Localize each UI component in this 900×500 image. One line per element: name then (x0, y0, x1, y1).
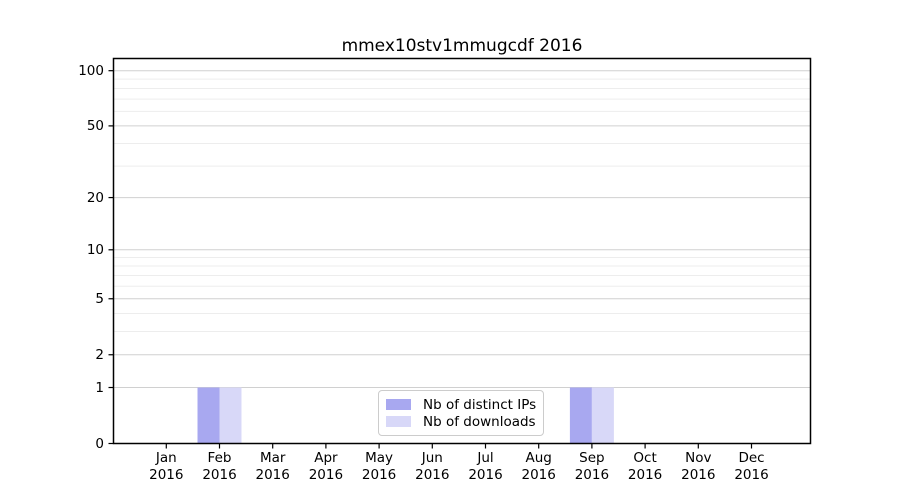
x-tick-label: May 2016 (361, 450, 397, 483)
y-tick-label: 10 (86, 241, 104, 258)
x-tick-label: Nov 2016 (681, 450, 716, 483)
legend: Nb of distinct IPs Nb of downloads (378, 390, 544, 436)
legend-label-distinct-ips: Nb of distinct IPs (423, 396, 537, 413)
y-tick-label: 1 (95, 379, 104, 396)
y-tick-label: 100 (78, 62, 104, 79)
x-tick-label: Jan 2016 (149, 450, 184, 483)
x-tick-label: Aug 2016 (521, 450, 556, 483)
y-tick-label: 2 (95, 346, 104, 363)
x-tick-label: Oct 2016 (627, 450, 663, 483)
bar-downloads-feb (219, 387, 242, 444)
axes-spines (112, 57, 812, 445)
x-tick-label: Feb 2016 (202, 450, 237, 483)
bar-distinct-ips-feb (197, 387, 220, 444)
legend-item-distinct-ips: Nb of distinct IPs (386, 396, 536, 413)
legend-swatch-distinct-ips (386, 399, 411, 410)
x-tick-label: Dec 2016 (734, 450, 769, 483)
chart-title: mmex10stv1mmugcdf 2016 (341, 36, 583, 56)
legend-item-downloads: Nb of downloads (386, 413, 536, 430)
y-tick-label: 0 (95, 435, 104, 452)
x-tick-label: Jun 2016 (415, 450, 450, 483)
legend-swatch-downloads (386, 416, 411, 427)
y-tick-label: 20 (86, 189, 104, 206)
legend-label-downloads: Nb of downloads (423, 413, 536, 430)
x-tick-label: Apr 2016 (308, 450, 344, 483)
y-tick-label: 50 (86, 117, 104, 134)
x-tick-label: Sep 2016 (574, 450, 610, 483)
x-tick-label: Jul 2016 (468, 450, 503, 483)
x-tick-label: Mar 2016 (255, 450, 290, 483)
y-tick-label: 5 (95, 290, 104, 307)
bar-downloads-sep (591, 387, 614, 444)
bar-distinct-ips-sep (569, 387, 592, 444)
